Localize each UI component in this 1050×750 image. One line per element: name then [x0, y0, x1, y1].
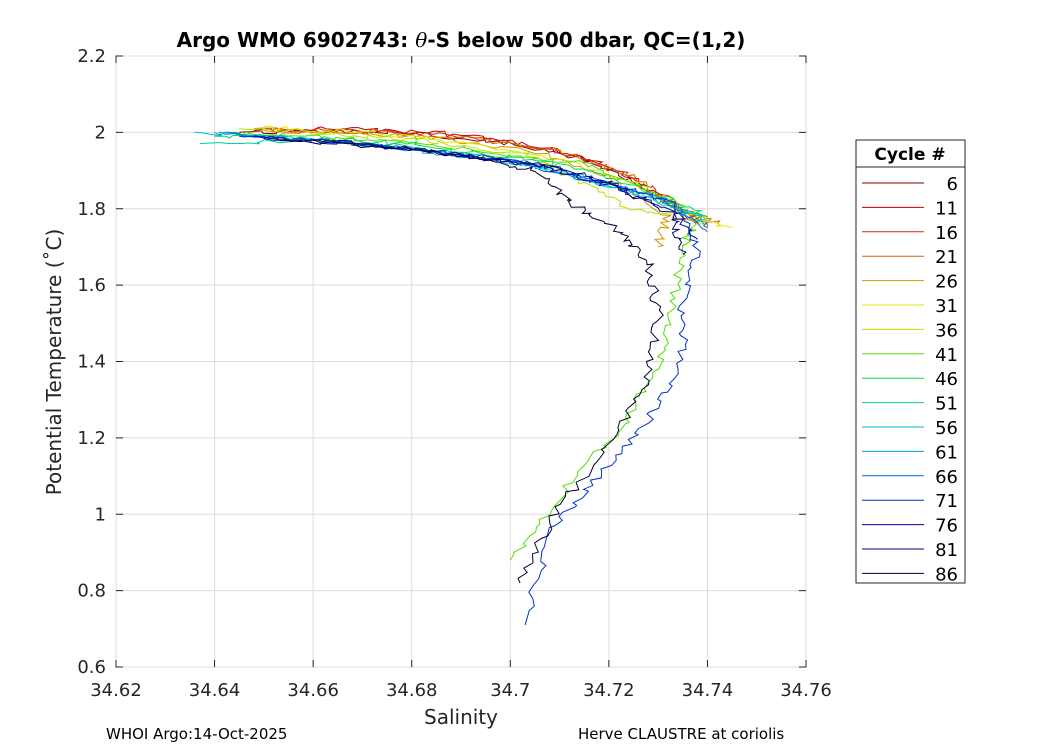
legend-label-cycle-31: 31 — [935, 296, 958, 317]
legend-label-cycle-66: 66 — [935, 467, 958, 488]
x-axis-label: Salinity — [424, 705, 498, 729]
series-line-cycle-31 — [263, 125, 733, 229]
x-tick-label: 34.72 — [583, 680, 635, 701]
legend-label-cycle-51: 51 — [935, 394, 958, 415]
chart-title-pre: Argo WMO 6902743: — [177, 28, 416, 52]
series-line-cycle-66 — [224, 132, 708, 233]
legend-label-cycle-86: 86 — [935, 564, 958, 585]
legend-label-cycle-36: 36 — [935, 320, 958, 341]
footer-left-text: WHOI Argo:14-Oct-2025 — [106, 725, 288, 743]
y-tick-label: 1.4 — [77, 352, 106, 373]
legend-items: 6 11 16 21 26 31 36 41 46 51 56 61 66 71 76 81 86 — [862, 174, 958, 585]
chart-title-theta: θ — [415, 28, 427, 52]
series-line-cycle-81 — [263, 136, 687, 255]
y-tick-label: 2 — [95, 122, 106, 143]
x-tick-label: 34.62 — [90, 680, 142, 701]
legend-label-cycle-76: 76 — [935, 516, 958, 537]
legend-label-cycle-16: 16 — [935, 223, 958, 244]
legend-label-cycle-6: 6 — [947, 174, 958, 195]
chart-title: Argo WMO 6902743: θ-S below 500 dbar, QC… — [177, 28, 746, 52]
x-tick-label: 34.68 — [386, 680, 438, 701]
grid — [115, 55, 807, 668]
legend-label-cycle-41: 41 — [935, 345, 958, 366]
y-axis-label: Potential Temperature (˚C) — [42, 229, 66, 496]
legend: Cycle # 6 11 16 21 26 31 36 41 46 51 56 61 66 71 76 81 8… — [855, 139, 966, 585]
chart-title-post: -S below 500 dbar, QC=(1,2) — [427, 28, 745, 52]
series-line-cycle-86 — [273, 139, 664, 584]
y-tick-label: 2.2 — [77, 46, 106, 67]
y-tick-label: 0.6 — [77, 657, 106, 678]
y-tick-label: 1.6 — [77, 275, 106, 296]
y-tick-label: 1 — [95, 504, 106, 525]
legend-label-cycle-61: 61 — [935, 442, 958, 463]
x-tick-label: 34.64 — [189, 680, 241, 701]
legend-label-cycle-26: 26 — [935, 272, 958, 293]
legend-title: Cycle # — [874, 145, 945, 165]
y-tick-label: 1.8 — [77, 199, 106, 220]
series-line-cycle-26 — [253, 127, 672, 248]
series-line-cycle-36 — [239, 127, 708, 225]
legend-label-cycle-71: 71 — [935, 491, 958, 512]
x-tick-label: 34.7 — [490, 680, 530, 701]
legend-label-cycle-81: 81 — [935, 540, 958, 561]
legend-box — [855, 139, 966, 584]
x-tick-label: 34.74 — [682, 680, 734, 701]
series-group — [194, 125, 733, 626]
axes: 34.62 34.64 34.66 34.68 34.7 34.72 34.74 34.76 0… — [77, 46, 831, 701]
legend-label-cycle-46: 46 — [935, 369, 958, 390]
x-tick-label: 34.66 — [287, 680, 339, 701]
y-tick-label: 1.2 — [77, 428, 106, 449]
legend-label-cycle-56: 56 — [935, 418, 958, 439]
x-tick-label: 34.76 — [780, 680, 832, 701]
footer-right-text: Herve CLAUSTRE at coriolis — [578, 725, 785, 743]
legend-label-cycle-21: 21 — [935, 247, 958, 268]
legend-label-cycle-11: 11 — [935, 198, 958, 219]
y-tick-label: 0.8 — [77, 581, 106, 602]
